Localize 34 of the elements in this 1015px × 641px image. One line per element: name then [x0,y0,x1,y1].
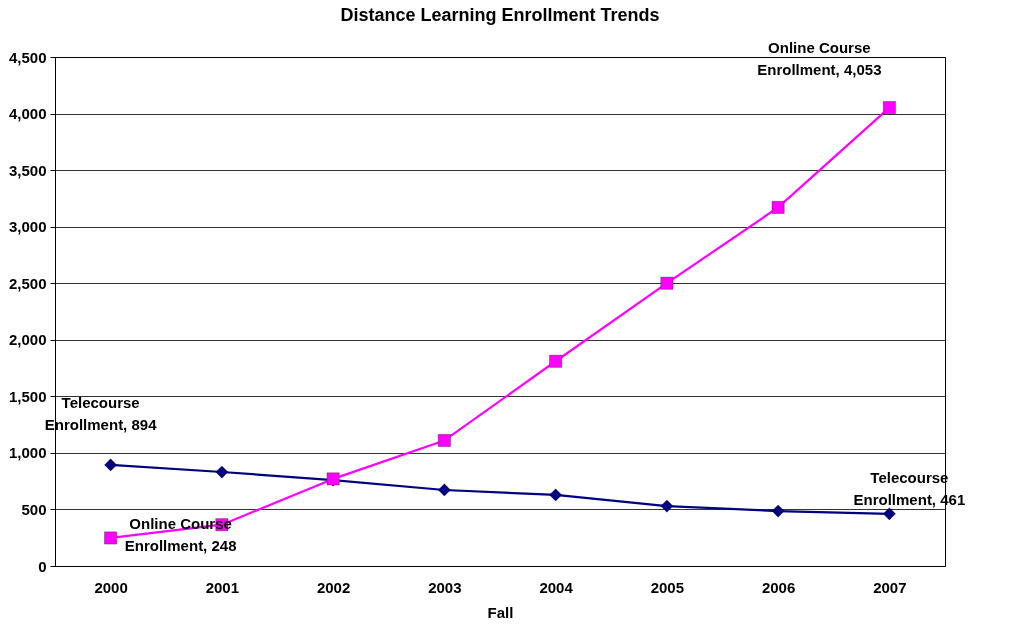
y-tick-label: 3,000 [8,218,47,236]
point [438,434,451,447]
y-tick-label: 0 [38,557,47,575]
x-tick-label: 2004 [539,578,574,596]
annotation: Online Course Enrollment, 4,053 [757,38,882,78]
point [104,531,117,545]
y-tick-label: 3,500 [8,161,47,179]
point [771,201,785,214]
x-axis-title: Fall [487,603,514,621]
y-tick-label: 1,000 [8,444,47,462]
point [771,504,785,518]
x-tick-label: 2007 [873,578,907,596]
y-tick-label: 500 [21,500,47,518]
x-tick-label: 2002 [316,578,351,596]
x-tick-label: 2000 [94,578,128,596]
x-tick-label: 2006 [761,578,796,596]
y-tick-label: 1,500 [8,387,47,405]
y-tick-label: 4,000 [8,105,47,123]
point [883,507,896,521]
point [549,488,562,502]
point [438,483,451,497]
chart-title: Distance Learning Enrollment Trends [340,4,660,25]
x-tick-label: 2005 [650,578,685,596]
y-tick-label: 4,500 [8,48,47,66]
x-tick-label: 2001 [205,578,240,596]
y-tick-label: 2,000 [8,331,47,349]
point [883,101,896,114]
x-tick-label: 2003 [428,578,462,596]
point [660,276,674,290]
y-tick-label: 2,500 [8,274,47,292]
point [215,465,229,479]
point [660,499,674,513]
point [104,458,117,472]
point [549,354,562,368]
